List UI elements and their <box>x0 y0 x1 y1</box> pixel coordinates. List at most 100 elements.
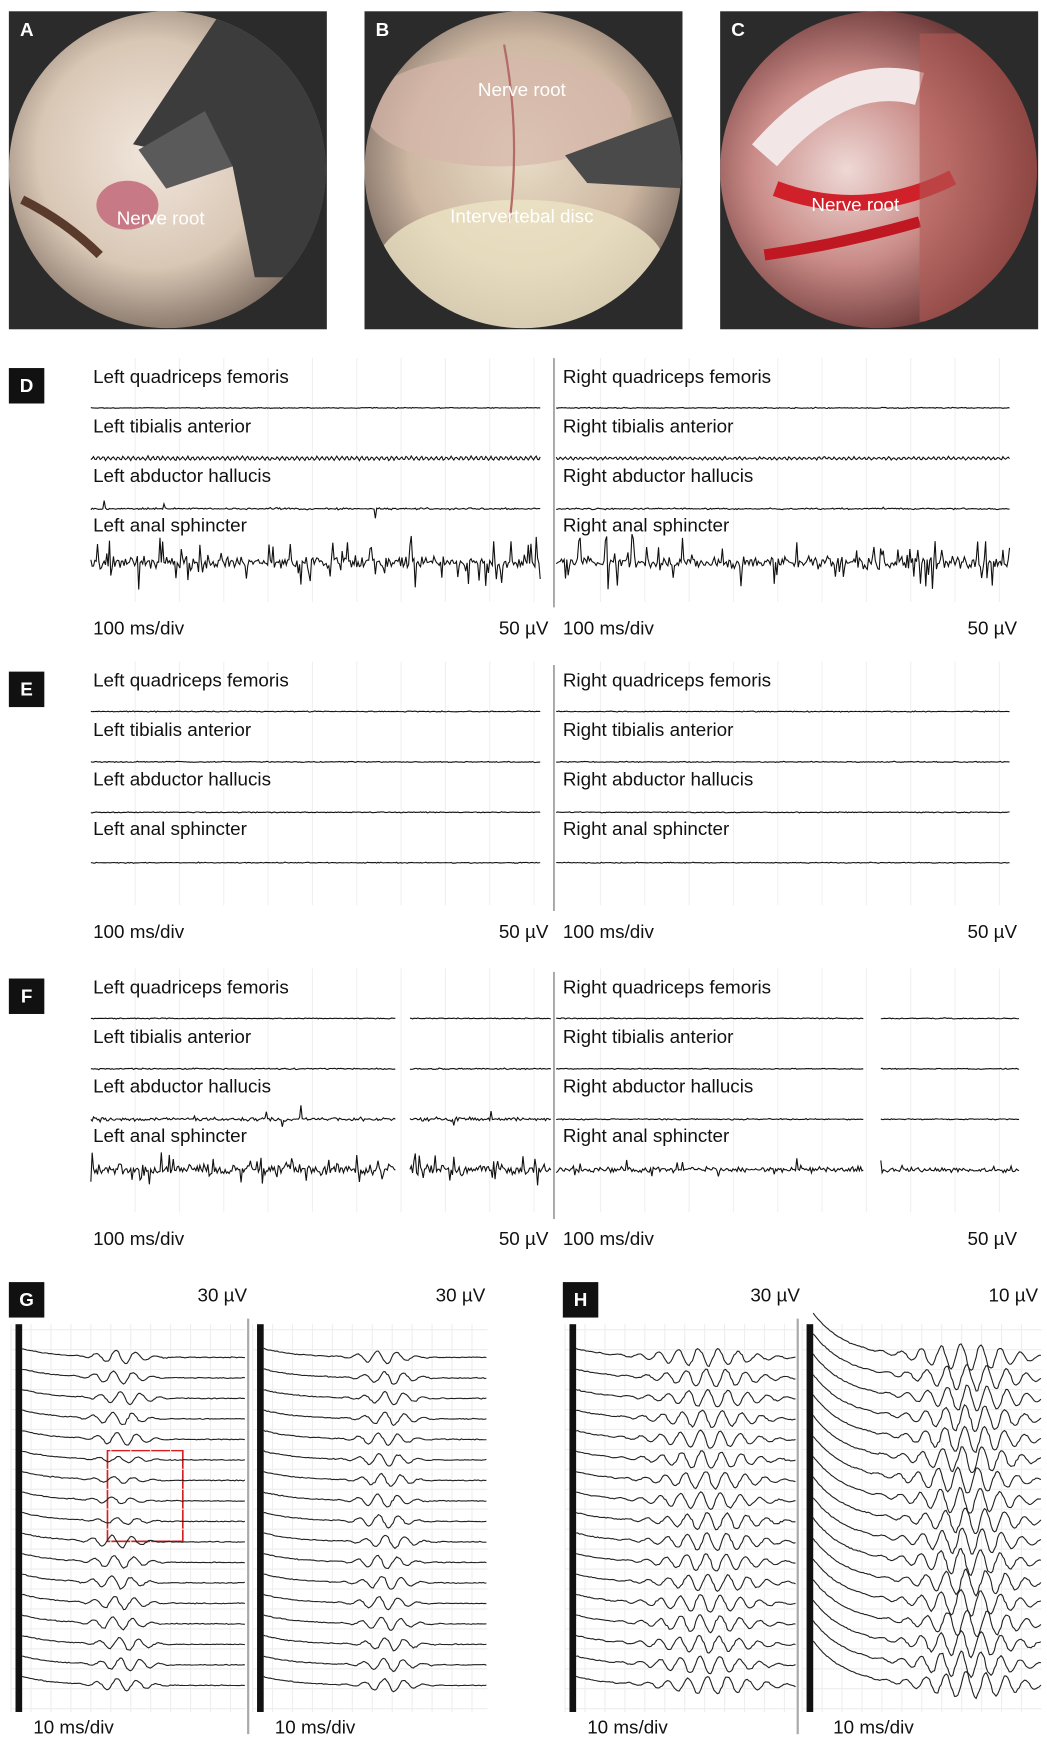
evoked-trace <box>22 1636 245 1650</box>
evoked-trace <box>264 1594 487 1609</box>
evoked-trace <box>576 1451 795 1468</box>
emg-trace <box>410 1153 551 1185</box>
evoked-trace <box>264 1513 487 1528</box>
evoked-trace <box>22 1492 245 1504</box>
emg-trace <box>556 1158 863 1176</box>
emg-trace <box>556 456 1009 460</box>
evoked-trace <box>576 1635 795 1653</box>
evoked-trace <box>813 1354 1041 1411</box>
emg-trace <box>91 407 540 408</box>
evoked-trace <box>576 1410 795 1427</box>
evoked-trace <box>813 1436 1041 1492</box>
evoked-trace <box>22 1574 245 1589</box>
figure: ANerve rootBNerve rootIntervertebal disc… <box>0 0 1047 1741</box>
emg-trace <box>91 812 540 813</box>
time-scale: 100 ms/div <box>563 921 655 942</box>
panel-letter: E <box>20 678 33 699</box>
channel-label: Left quadriceps femoris <box>93 976 289 997</box>
time-scale: 100 ms/div <box>93 617 185 638</box>
channel-label: Left tibialis anterior <box>93 416 251 437</box>
evoked-trace <box>264 1390 487 1405</box>
evoked-trace <box>264 1410 487 1425</box>
amplitude-scale: 30 µV <box>197 1284 247 1305</box>
channel-label: Left anal sphincter <box>93 1125 247 1146</box>
evoked-trace <box>264 1574 487 1589</box>
stimulus-artifact <box>257 1324 264 1712</box>
evoked-trace <box>813 1498 1041 1554</box>
emg-trace <box>410 1111 551 1125</box>
amplitude-scale: 30 µV <box>436 1284 486 1305</box>
evoked-trace <box>576 1513 795 1530</box>
evoked-trace <box>576 1472 795 1490</box>
time-scale: 10 ms/div <box>275 1717 356 1738</box>
evoked-trace <box>264 1554 487 1569</box>
page: ANerve rootBNerve rootIntervertebal disc… <box>0 0 1047 1741</box>
evoked-trace <box>264 1533 487 1548</box>
channel-label: Left abductor hallucis <box>93 769 271 790</box>
amplitude-scale: 50 µV <box>499 617 549 638</box>
photo-label: Nerve root <box>811 194 900 215</box>
evoked-trace <box>576 1369 795 1386</box>
channel-label: Left tibialis anterior <box>93 719 251 740</box>
emg-trace <box>410 1068 551 1069</box>
evoked-trace <box>22 1369 245 1384</box>
channel-label: Right abductor hallucis <box>563 465 753 486</box>
channel-label: Right tibialis anterior <box>563 416 734 437</box>
channel-label: Right tibialis anterior <box>563 1026 734 1047</box>
evoked-trace <box>22 1615 245 1630</box>
evoked-trace <box>576 1389 795 1406</box>
amplitude-scale: 30 µV <box>750 1284 800 1305</box>
emg-trace <box>556 862 1009 863</box>
amplitude-scale: 50 µV <box>499 921 549 942</box>
emg-trace <box>410 1018 551 1019</box>
evoked-trace <box>576 1615 795 1633</box>
time-scale: 100 ms/div <box>563 617 655 638</box>
emg-trace <box>91 1152 395 1184</box>
panel-letter: A <box>20 19 34 40</box>
emg-trace <box>91 761 540 762</box>
emg-trace <box>881 1119 1019 1120</box>
emg-trace <box>91 711 540 712</box>
channel-label: Left quadriceps femoris <box>93 366 289 387</box>
channel-label: Left anal sphincter <box>93 818 247 839</box>
emg-trace <box>556 761 1009 762</box>
time-scale: 100 ms/div <box>93 1228 185 1249</box>
emg-trace <box>91 1018 395 1019</box>
channel-label: Left abductor hallucis <box>93 465 271 486</box>
channel-label: Right tibialis anterior <box>563 719 734 740</box>
emg-trace <box>556 534 1009 589</box>
evoked-trace <box>22 1410 245 1425</box>
emg-trace <box>556 1118 863 1120</box>
photo-label: Intervertebal disc <box>450 205 593 226</box>
emg-trace <box>91 1068 395 1070</box>
channel-label: Left anal sphincter <box>93 515 247 536</box>
channel-label: Right quadriceps femoris <box>563 670 771 691</box>
emg-trace <box>91 536 540 589</box>
evoked-trace <box>576 1348 795 1366</box>
emg-trace <box>881 1068 1019 1069</box>
amplitude-scale: 50 µV <box>499 1228 549 1249</box>
evoked-trace <box>576 1656 795 1674</box>
time-scale: 100 ms/div <box>93 921 185 942</box>
evoked-trace <box>22 1472 245 1484</box>
evoked-trace <box>22 1390 245 1405</box>
stimulus-artifact <box>16 1324 23 1712</box>
channel-label: Right anal sphincter <box>563 1125 729 1146</box>
channel-label: Right quadriceps femoris <box>563 366 771 387</box>
evoked-trace <box>576 1430 795 1448</box>
emg-trace <box>556 1068 863 1069</box>
emg-trace <box>881 1018 1019 1019</box>
emg-trace <box>91 456 540 461</box>
evoked-trace <box>264 1430 487 1445</box>
evoked-trace <box>576 1676 795 1693</box>
emg-trace <box>556 507 1009 510</box>
evoked-trace <box>264 1348 487 1364</box>
photo-label: Nerve root <box>117 208 206 229</box>
evoked-trace <box>264 1472 487 1487</box>
emg-trace <box>556 407 1009 408</box>
evoked-trace <box>22 1512 245 1524</box>
emg-trace <box>556 711 1009 712</box>
evoked-trace <box>576 1554 795 1571</box>
evoked-trace <box>576 1533 795 1550</box>
emg-trace <box>91 862 540 863</box>
